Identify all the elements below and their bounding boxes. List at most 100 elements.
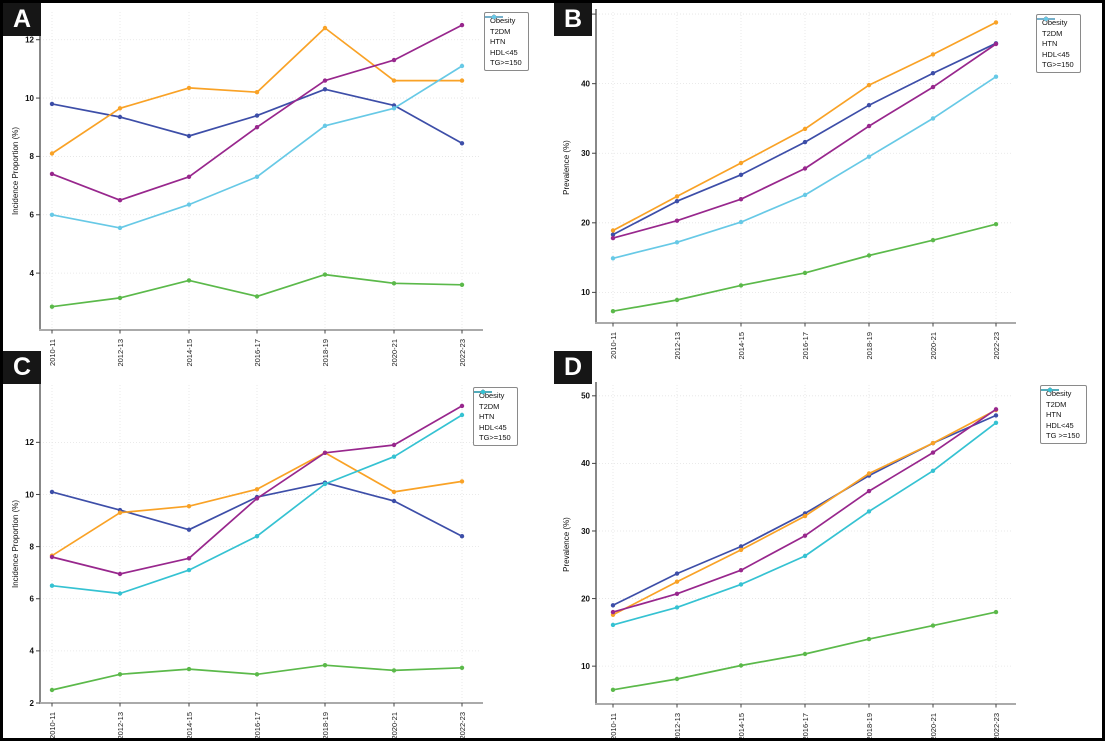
gridlines bbox=[596, 385, 1013, 704]
data-point-obesity bbox=[866, 103, 872, 108]
panel-a: 4 6 8 10 12 2010-11 2012-13 2014-15 2016-17 2018-… bbox=[3, 3, 554, 367]
data-point-obesity bbox=[254, 113, 260, 118]
y-tick-label: 8 bbox=[30, 542, 35, 551]
legend-b: Obesity T2DM HTN HDL<45 TG>=150 bbox=[1036, 14, 1081, 73]
data-point-t2dm bbox=[186, 666, 192, 672]
data-point-htn bbox=[802, 513, 808, 519]
data-point-tg-150 bbox=[738, 582, 744, 587]
data-point-tg-150 bbox=[674, 605, 680, 610]
x-tick-label: 2012-13 bbox=[116, 712, 125, 740]
data-point-tg-150 bbox=[322, 123, 328, 128]
data-point-t2dm bbox=[993, 609, 999, 615]
panel-label-d: D bbox=[554, 351, 592, 384]
data-point-hdl-45 bbox=[49, 554, 55, 560]
axes bbox=[595, 9, 1016, 324]
data-point-obesity bbox=[674, 199, 680, 204]
data-point-t2dm bbox=[49, 687, 55, 693]
data-point-obesity bbox=[674, 571, 680, 576]
series-t2dm bbox=[49, 272, 465, 309]
data-point-obesity bbox=[930, 71, 936, 76]
x-tick-label: 2018-19 bbox=[321, 712, 330, 740]
x-axis-ticks: 2010-11 2012-13 2014-15 2016-17 2018-19 2020-… bbox=[609, 323, 1001, 360]
legend-item-t2dm: T2DM bbox=[1041, 387, 1080, 409]
data-point-hdl-45 bbox=[322, 450, 328, 455]
data-point-htn bbox=[117, 106, 123, 111]
data-point-htn bbox=[866, 471, 872, 476]
data-point-hdl-45 bbox=[459, 22, 465, 28]
data-point-tg-150 bbox=[117, 225, 123, 231]
data-point-hdl-45 bbox=[802, 166, 808, 171]
y-axis-ticks: 4 6 8 10 12 bbox=[25, 36, 40, 278]
y-tick-label: 4 bbox=[30, 269, 35, 278]
x-tick-label: 2016-17 bbox=[253, 339, 262, 367]
y-tick-label: 10 bbox=[581, 662, 590, 671]
series-tg-150 bbox=[610, 74, 999, 261]
series-line-htn bbox=[612, 21, 997, 232]
data-point-htn bbox=[322, 25, 328, 31]
x-tick-label: 2010-11 bbox=[609, 332, 618, 359]
data-point-tg-150 bbox=[993, 74, 999, 79]
series-line-obesity bbox=[612, 414, 997, 607]
data-point-tg-150 bbox=[802, 553, 808, 559]
legend-item-t2dm: T2DM bbox=[1037, 16, 1074, 38]
legend-item-tg-150: TG>=150 bbox=[485, 14, 522, 67]
x-tick-label: 2012-13 bbox=[673, 713, 682, 741]
legend-marker-tg-150 bbox=[485, 14, 503, 20]
data-point-obesity bbox=[610, 232, 616, 237]
x-tick-label: 2012-13 bbox=[116, 339, 125, 367]
data-point-tg-150 bbox=[459, 63, 465, 69]
data-point-obesity bbox=[186, 527, 192, 532]
data-point-htn bbox=[186, 504, 192, 509]
y-tick-label: 40 bbox=[581, 459, 590, 468]
data-point-htn bbox=[459, 78, 465, 83]
x-tick-label: 2022-23 bbox=[458, 339, 467, 367]
legend-label-obesity: Obesity bbox=[1042, 18, 1068, 27]
legend-item-t2dm: T2DM bbox=[485, 14, 522, 36]
x-tick-label: 2020-21 bbox=[929, 332, 938, 360]
data-point-t2dm bbox=[802, 270, 808, 276]
data-point-tg-150 bbox=[738, 219, 744, 225]
data-point-hdl-45 bbox=[117, 571, 123, 577]
data-point-htn bbox=[674, 194, 680, 199]
y-tick-label: 2 bbox=[30, 699, 35, 708]
x-tick-label: 2010-11 bbox=[48, 339, 57, 366]
legend-label-tg-150: TG>=150 bbox=[1042, 60, 1074, 69]
series-obesity bbox=[610, 41, 999, 237]
data-point-htn bbox=[930, 52, 936, 57]
axes bbox=[39, 382, 483, 704]
legend-item-hdl-45: HDL<45 bbox=[474, 389, 511, 432]
data-point-htn bbox=[186, 85, 192, 91]
data-point-hdl-45 bbox=[930, 450, 936, 455]
data-point-t2dm bbox=[254, 672, 260, 677]
series-hdl-45 bbox=[49, 403, 465, 577]
data-point-hdl-45 bbox=[254, 125, 260, 130]
legend-marker-tg-150 bbox=[474, 389, 492, 395]
data-point-htn bbox=[738, 547, 744, 553]
legend-item-htn: HTN bbox=[1037, 16, 1074, 48]
panel-label-b: B bbox=[554, 3, 592, 36]
data-point-tg-150 bbox=[866, 154, 872, 159]
series-hdl-45 bbox=[610, 407, 999, 615]
legend-label-hdl-45: HDL<45 bbox=[1042, 49, 1070, 59]
series-hdl-45 bbox=[610, 41, 999, 241]
axes bbox=[39, 9, 483, 331]
x-tick-label: 2016-17 bbox=[801, 332, 810, 360]
data-point-tg-150 bbox=[391, 454, 397, 459]
legend-item-tg-150: TG >=150 bbox=[1041, 387, 1080, 440]
data-point-t2dm bbox=[610, 687, 616, 692]
legend-label-hdl-45: HDL<45 bbox=[1046, 420, 1074, 430]
x-tick-label: 2010-11 bbox=[48, 712, 57, 739]
legend-item-htn: HTN bbox=[474, 389, 511, 421]
data-point-tg-150 bbox=[459, 412, 465, 418]
series-tg-150 bbox=[49, 63, 465, 231]
series-obesity bbox=[610, 413, 999, 608]
legend-a: Obesity T2DM HTN HDL<45 TG>=150 bbox=[484, 12, 529, 71]
data-point-t2dm bbox=[459, 282, 465, 287]
legend-label-tg-150: TG >=150 bbox=[1046, 431, 1080, 440]
series-hdl-45 bbox=[49, 22, 465, 203]
legend-item-hdl-45: HDL<45 bbox=[485, 14, 522, 57]
